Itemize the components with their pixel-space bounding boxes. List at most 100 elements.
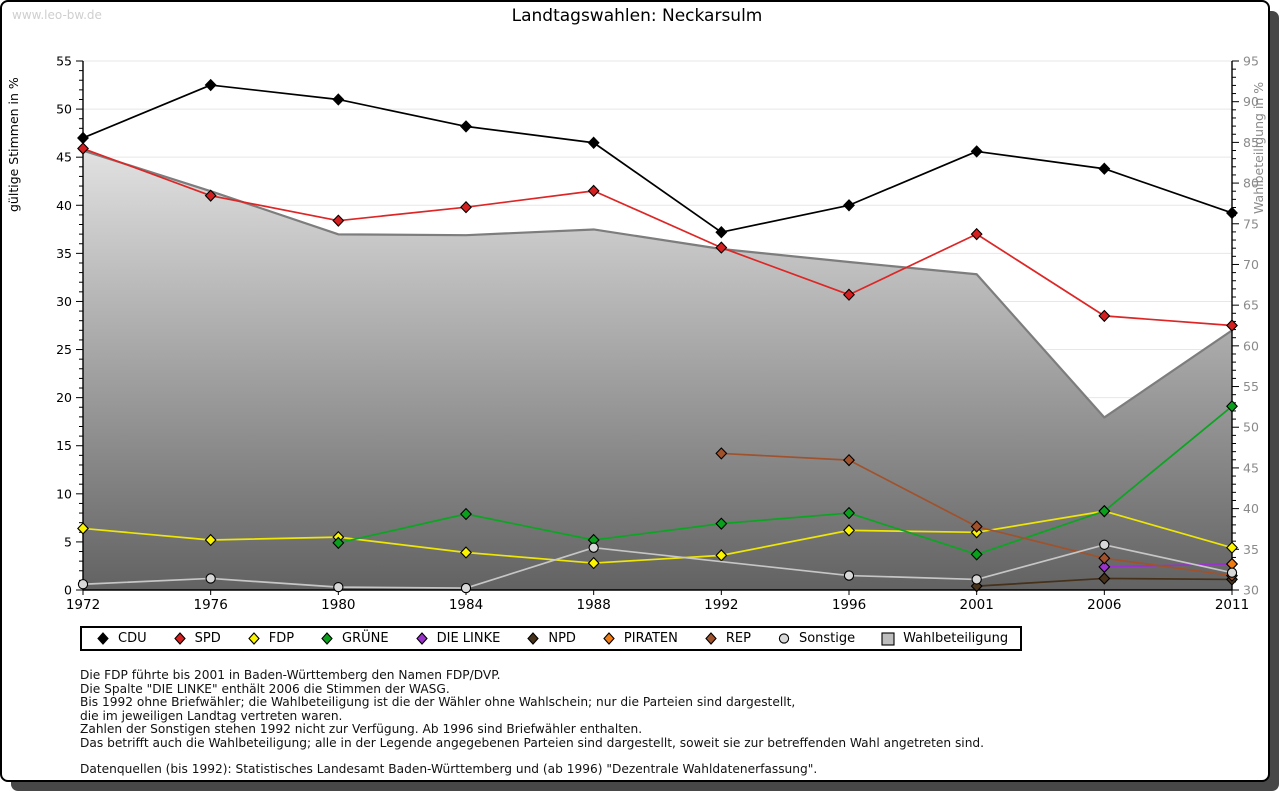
REP-marker: [1098, 552, 1111, 565]
FDP-marker: [587, 556, 600, 570]
FDP-marker: [843, 524, 855, 537]
right-tick-label: 85: [1243, 135, 1259, 150]
right-axis-title: Wahlbeteiligung in %: [1251, 82, 1266, 214]
axes: 0 5 10 15 20 25 30 35 40 45 50 55 30 35 40 45 50 55 60 65 70…: [6, 54, 1266, 614]
left-tick-label: 40: [56, 198, 72, 213]
legend-item-piraten: PIRATEN: [600, 631, 678, 646]
right-tick-label: 50: [1243, 420, 1259, 435]
fdp-legend-marker-icon: [247, 632, 260, 645]
REP-marker: [843, 453, 855, 467]
right-tick-label: 80: [1243, 176, 1259, 191]
legend-label: Wahlbeteiligung: [903, 631, 1009, 646]
SPD-marker: [970, 227, 983, 241]
npd-legend-marker-icon: [527, 632, 540, 645]
wahlbeteiligung-legend-marker-icon: [881, 632, 895, 646]
legend-item-wahlbeteiligung: Wahlbeteiligung: [879, 631, 1008, 646]
right-tick-label: 40: [1243, 501, 1259, 516]
REP-marker: [715, 447, 728, 460]
CDU-marker: [460, 120, 472, 133]
x-tick-label: 1972: [66, 597, 100, 613]
SPD-marker: [204, 189, 217, 202]
FDP-marker: [460, 546, 472, 559]
x-tick-label: 1992: [704, 597, 738, 613]
GRÜNE-marker: [1226, 400, 1238, 413]
GRÜNE-marker: [843, 506, 855, 520]
CDU-marker: [77, 131, 89, 145]
x-tick-label: 1976: [193, 597, 227, 613]
right-tick-label: 35: [1243, 542, 1259, 557]
right-tick-label: 45: [1243, 460, 1259, 475]
SPD-marker: [587, 184, 600, 198]
right-tick-label: 60: [1243, 338, 1259, 353]
CDU-marker: [1226, 206, 1238, 220]
legend-item-npd: NPD: [524, 631, 576, 646]
left-tick-label: 50: [56, 102, 72, 117]
GRÜNE-marker: [1098, 504, 1111, 518]
left-tick-label: 25: [56, 342, 72, 357]
footnote-line: Bis 1992 ohne Briefwähler; die Wahlbetei…: [80, 695, 796, 710]
CDU-marker: [970, 145, 983, 158]
legend-label: PIRATEN: [623, 631, 678, 646]
left-tick-label: 0: [64, 583, 72, 598]
GRÜNE-marker: [460, 507, 472, 521]
series-line: [82, 510, 1233, 564]
legend-label: NPD: [548, 631, 576, 646]
footnote-line: Die Spalte "DIE LINKE" enthält 2006 die …: [80, 681, 450, 696]
x-tick-label: 1996: [832, 597, 866, 613]
left-tick-label: 35: [56, 246, 72, 261]
series-sonstige: [77, 539, 1238, 594]
legend-item-grüne: GRÜNE: [318, 631, 389, 646]
Sonstige-marker: [1099, 539, 1110, 550]
sonstige-legend-marker-icon: [778, 633, 790, 644]
spd-legend-marker-icon: [173, 632, 186, 645]
footnote-line: Die FDP führte bis 2001 in Baden-Württem…: [80, 668, 501, 682]
legend-item-fdp: FDP: [245, 631, 294, 646]
CDU-marker: [204, 78, 217, 92]
legend-item-sonstige: Sonstige: [775, 631, 855, 646]
footnote-line: Zahlen der Sonstigen stehen 1992 nicht z…: [80, 722, 643, 737]
legend-label: FDP: [268, 631, 295, 646]
left-tick-label: 45: [56, 150, 72, 165]
SPD-marker: [1226, 319, 1238, 332]
Sonstige-marker: [460, 582, 472, 594]
left-tick-label: 10: [56, 486, 72, 501]
series-line: [82, 84, 1233, 234]
right-tick-label: 95: [1243, 54, 1259, 69]
CDU-marker: [332, 93, 345, 106]
CDU-marker: [715, 226, 728, 239]
legend-label: SPD: [194, 631, 221, 646]
Sonstige-marker: [588, 542, 599, 553]
SPD-marker: [332, 214, 345, 227]
x-tick-label: 2001: [959, 597, 993, 613]
area-edge: [82, 149, 1233, 419]
legend-label: REP: [725, 631, 751, 646]
FDP-marker: [204, 533, 217, 547]
series-line: [1104, 563, 1233, 568]
series-line: [338, 405, 1233, 556]
series-wahlbeteiligung-area: [82, 149, 1233, 590]
Sonstige-marker: [333, 581, 344, 593]
GRÜNE-marker: [970, 548, 983, 561]
right-tick-label: 90: [1243, 94, 1259, 109]
page-title: Landtagswahlen: Neckarsulm: [511, 6, 763, 26]
right-tick-label: 70: [1243, 257, 1259, 272]
area-fill: [83, 150, 1232, 590]
chart-canvas: 0 5 10 15 20 25 30 35 40 45 50 55 30 35 40 45 50 55 60 65 70…: [6, 54, 1266, 614]
Sonstige-marker: [1226, 567, 1238, 578]
left-axis-title: gültige Stimmen in %: [6, 77, 21, 212]
footnote-line: die im jeweiligen Landtag vertreten ware…: [80, 708, 343, 723]
cdu-legend-marker-icon: [97, 632, 109, 645]
Sonstige-marker: [205, 573, 216, 584]
CDU-marker: [1098, 162, 1111, 175]
Sonstige-marker: [843, 570, 855, 581]
GRÜNE-marker: [332, 536, 345, 550]
SPD-marker: [843, 288, 855, 301]
left-tick-label: 30: [56, 294, 72, 309]
legend-item-cdu: CDU: [94, 631, 147, 646]
x-tick-label: 2011: [1215, 597, 1249, 613]
left-tick-label: 55: [56, 54, 72, 69]
rep-legend-marker-icon: [705, 632, 717, 645]
series-spd: [77, 142, 1238, 332]
footnotes: Die FDP führte bis 2001 in Baden-Württem…: [80, 668, 984, 776]
